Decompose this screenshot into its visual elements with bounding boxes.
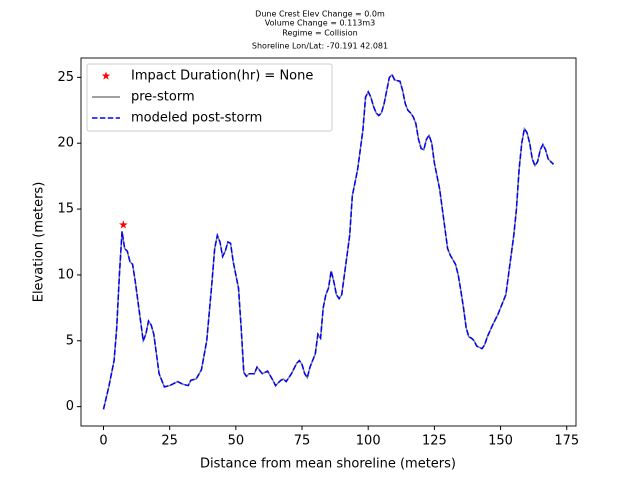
y-tick-label: 10	[57, 267, 74, 282]
x-tick-label: 0	[99, 434, 107, 449]
title-line: Dune Crest Elev Change = 0.0m	[255, 10, 385, 19]
legend-label: Impact Duration(hr) = None	[131, 69, 313, 84]
y-tick-label: 15	[57, 202, 74, 217]
x-tick-label: 125	[422, 434, 447, 449]
title-line: Regime = Collision	[282, 29, 357, 38]
legend-box	[86, 63, 333, 132]
series-line	[102, 73, 555, 410]
x-tick-label: 175	[554, 434, 579, 449]
y-tick-label: 20	[57, 136, 74, 151]
impact-marker	[119, 220, 128, 229]
plot-frame	[80, 57, 577, 427]
x-tick-label: 100	[356, 434, 381, 449]
legend-label: pre-storm	[131, 90, 195, 105]
y-axis-label: Elevation (meters)	[32, 182, 47, 303]
x-tick-label: 150	[488, 434, 513, 449]
legend-marker	[101, 71, 111, 80]
title-line: Volume Change = 0.113m3	[265, 19, 376, 28]
x-tick-label: 50	[228, 434, 245, 449]
title-line: Shoreline Lon/Lat: -70.191 42.081	[252, 42, 388, 51]
y-tick-label: 0	[66, 399, 74, 414]
y-tick-label: 5	[66, 333, 74, 348]
legend-label: modeled post-storm	[131, 111, 262, 126]
x-tick-label: 75	[294, 434, 311, 449]
y-tick-label: 25	[57, 70, 74, 85]
x-tick-label: 25	[161, 434, 178, 449]
x-axis-label: Distance from mean shoreline (meters)	[200, 457, 456, 472]
